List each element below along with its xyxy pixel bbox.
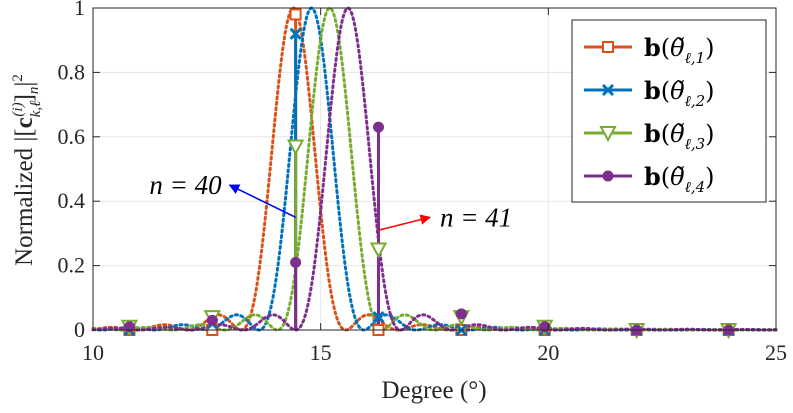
series-3-sample-marker	[286, 139, 305, 156]
annotations: n = 40 n = 41	[149, 170, 512, 232]
y-tick-label: 0.6	[58, 124, 86, 149]
series-1-sample-marker	[289, 8, 302, 21]
legend-marker-3	[599, 126, 617, 143]
series-2-sample-marker-stroke-b	[372, 311, 385, 324]
legend-label-1: b(θ̃ℓ,1)	[644, 33, 715, 67]
legend-marker-4	[602, 170, 614, 182]
annotation-label-2: n = 41	[440, 202, 512, 232]
series-3-sample-marker	[369, 242, 388, 259]
x-tick-label: 15	[310, 340, 332, 365]
legend-label-3: b(θ̃ℓ,3)	[644, 119, 715, 153]
annotation-arrow-1	[228, 184, 296, 218]
legend-marker-2-stroke-b	[601, 83, 615, 97]
y-tick-label: 0.4	[58, 188, 86, 213]
annotation-label-1: n = 40	[149, 170, 222, 200]
x-tick-label: 20	[537, 340, 559, 365]
series-2-sample-marker	[289, 27, 302, 40]
series-2-sample-marker-stroke-b	[289, 27, 302, 40]
legend-marker-1	[602, 41, 614, 53]
series-4-sample-marker	[372, 121, 384, 133]
series-4-sample-marker	[539, 321, 551, 333]
legend-label-4: b(θ̃ℓ,4)	[644, 162, 715, 196]
series-4-sample-marker	[123, 321, 135, 333]
axis-ticks: 10 15 20 25 0 0.2 0.4 0.6 0.8 1	[58, 0, 788, 365]
axes-box	[92, 7, 777, 331]
y-tick-label: 1	[74, 0, 85, 20]
series-2-sample-marker	[372, 311, 385, 324]
legend: b(θ̃ℓ,1) b(θ̃ℓ,2) b(θ̃ℓ,3) b(θ̃ℓ,4)	[571, 19, 767, 203]
series-4-sample-marker	[206, 314, 218, 326]
y-tick-label: 0.2	[58, 253, 86, 278]
y-tick-label: 0.8	[58, 59, 86, 84]
legend-label-2: b(θ̃ℓ,2)	[644, 76, 715, 110]
legend-marker-2	[601, 83, 615, 97]
x-tick-label: 25	[765, 340, 787, 365]
y-axis-title: Normalized |[ck,ℓ(i)]n|2	[10, 74, 44, 266]
x-tick-label: 10	[82, 340, 104, 365]
annotation-arrow-2	[378, 214, 431, 231]
x-axis-title: Degree (°)	[381, 377, 486, 404]
y-tick-label: 0	[74, 317, 85, 342]
series-4-sample-marker	[290, 256, 302, 268]
series-4-sample-marker	[455, 308, 467, 320]
